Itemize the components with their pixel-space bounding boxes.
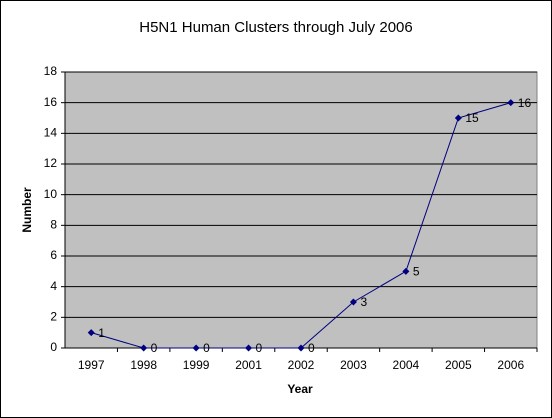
- data-label: 3: [360, 295, 367, 309]
- y-tick-label: 8: [50, 218, 57, 232]
- x-tick-label: 1997: [78, 358, 105, 372]
- y-tick-label: 12: [44, 156, 58, 170]
- data-point: [402, 267, 410, 275]
- x-tick-label: 2002: [288, 358, 315, 372]
- data-point: [87, 329, 95, 337]
- y-tick-label: 4: [50, 279, 57, 293]
- x-tick-label: 2006: [497, 358, 524, 372]
- data-point: [507, 99, 515, 107]
- data-point: [192, 344, 200, 352]
- data-label: 0: [151, 341, 158, 355]
- y-tick-label: 2: [50, 310, 57, 324]
- data-label: 0: [308, 341, 315, 355]
- data-label: 0: [203, 341, 210, 355]
- x-tick-label: 1999: [183, 358, 210, 372]
- data-label: 5: [413, 265, 420, 279]
- x-tick-label: 2001: [235, 358, 262, 372]
- x-axis-title: Year: [287, 382, 313, 396]
- x-tick-label: 1998: [130, 358, 157, 372]
- y-tick-label: 0: [50, 340, 57, 354]
- y-tick-label: 16: [44, 95, 58, 109]
- data-point: [297, 344, 305, 352]
- data-label: 15: [465, 111, 479, 125]
- y-tick-label: 14: [44, 126, 58, 140]
- data-label: 1: [98, 326, 105, 340]
- chart-title: H5N1 Human Clusters through July 2006: [139, 19, 412, 36]
- data-label: 16: [518, 96, 532, 110]
- data-point: [245, 344, 253, 352]
- x-tick-label: 2005: [445, 358, 472, 372]
- y-tick-label: 6: [50, 248, 57, 262]
- y-axis-title: Number: [20, 187, 34, 233]
- data-label: 0: [256, 341, 263, 355]
- data-point: [140, 344, 148, 352]
- data-point: [349, 298, 357, 306]
- y-tick-label: 18: [44, 64, 58, 78]
- x-tick-label: 2004: [393, 358, 420, 372]
- y-tick-label: 10: [44, 187, 58, 201]
- data-point: [454, 114, 462, 122]
- x-tick-label: 2003: [340, 358, 367, 372]
